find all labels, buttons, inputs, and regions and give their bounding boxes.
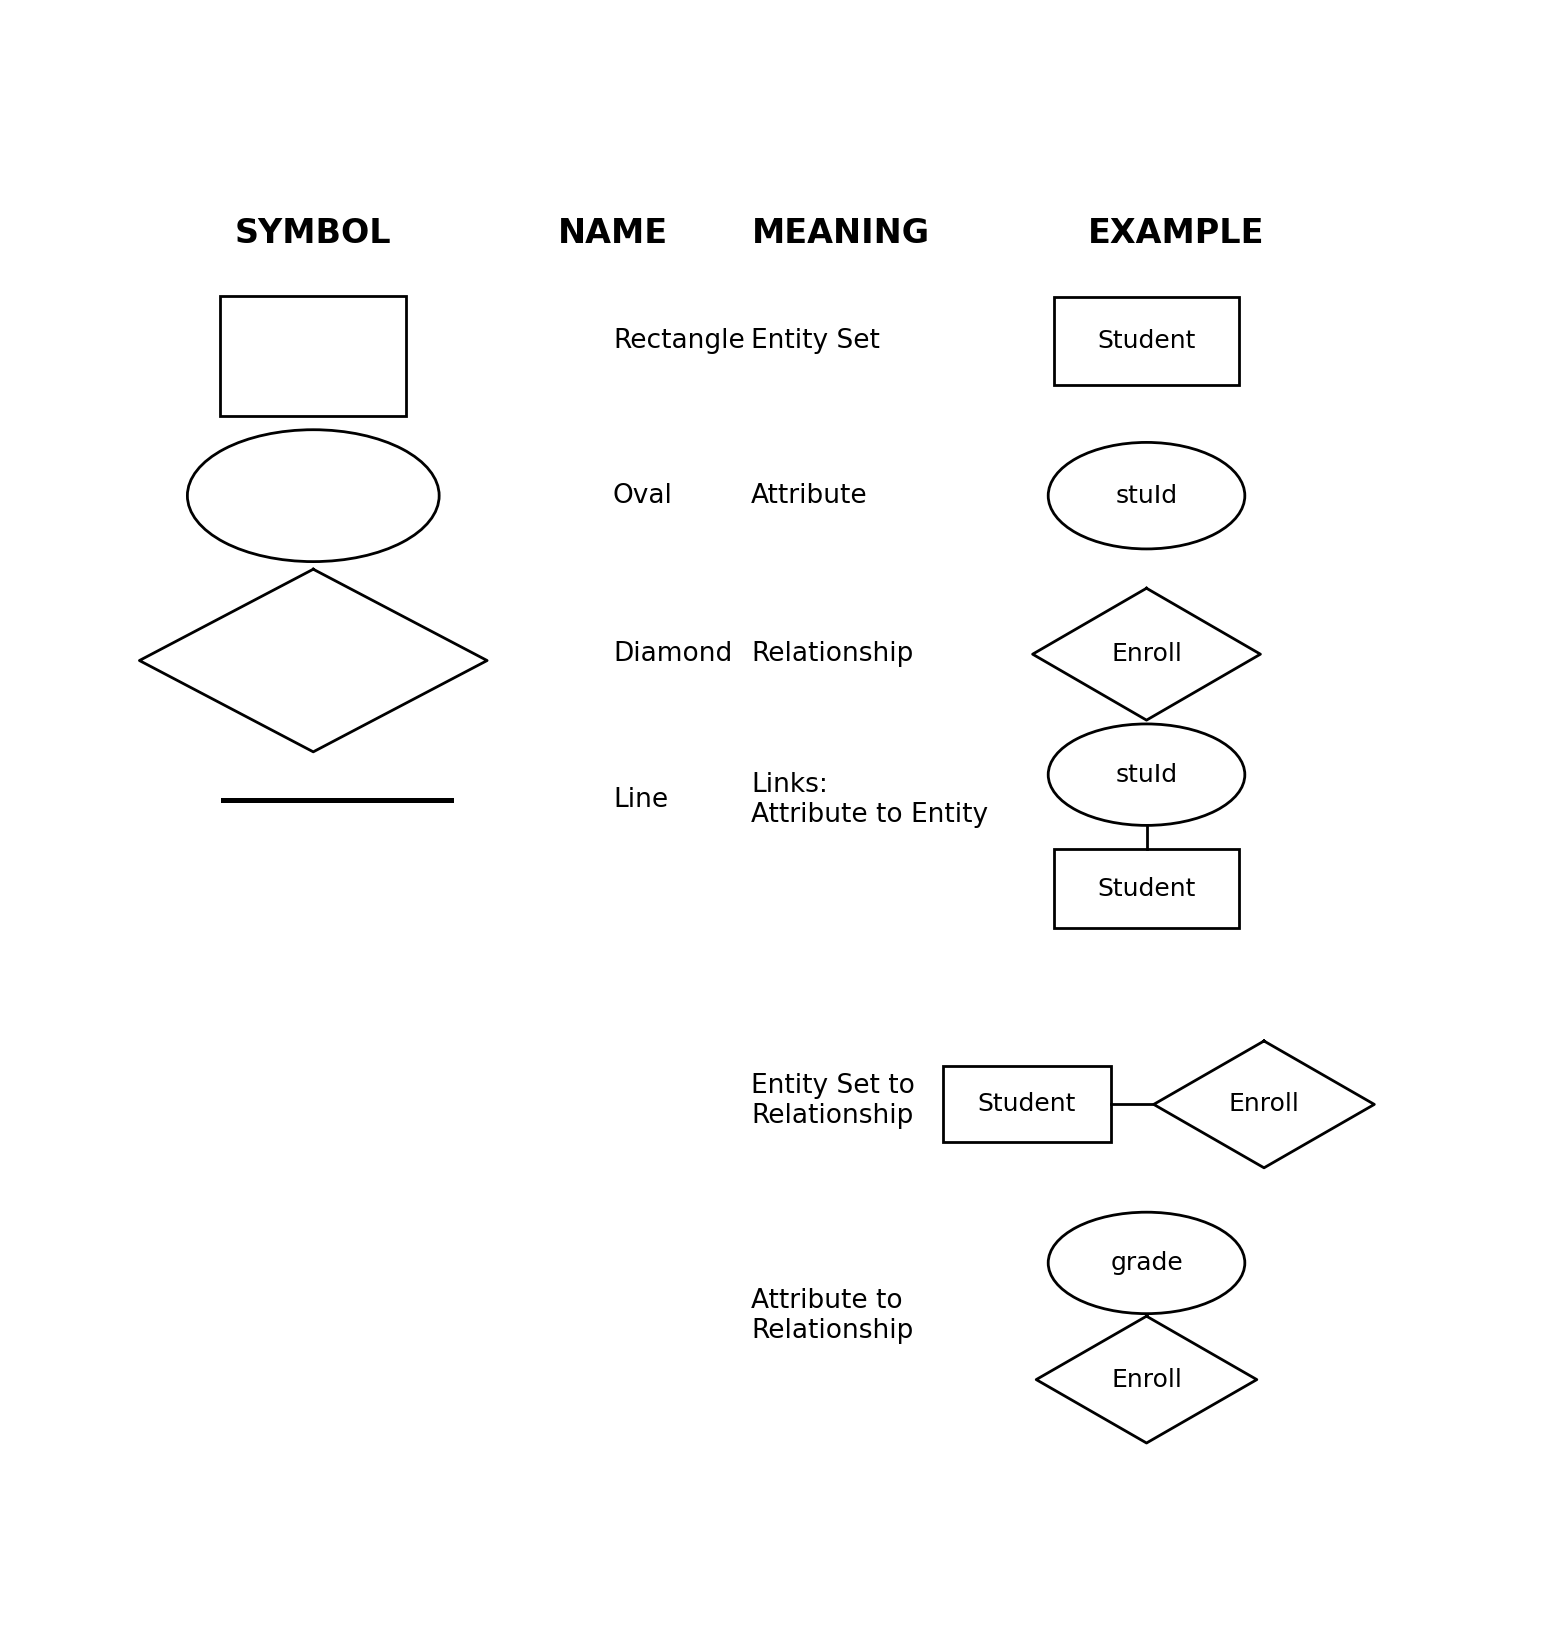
Text: Relationship: Relationship [750,641,913,667]
Text: Line: Line [613,787,668,814]
Text: stuId: stuId [1115,484,1177,507]
Text: stuId: stuId [1115,763,1177,787]
Text: Entity Set to
Relationship: Entity Set to Relationship [750,1072,914,1128]
Ellipse shape [1049,1212,1245,1314]
Text: MEANING: MEANING [752,217,930,250]
Text: NAME: NAME [558,217,668,250]
Text: Student: Student [1097,876,1196,901]
Text: Enroll: Enroll [1111,642,1182,665]
FancyBboxPatch shape [1054,850,1239,929]
Text: Diamond: Diamond [613,641,732,667]
Text: Links:
Attribute to Entity: Links: Attribute to Entity [750,772,989,828]
Text: SYMBOL: SYMBOL [235,217,391,250]
Text: Student: Student [1097,329,1196,352]
Text: grade: grade [1111,1252,1183,1275]
Ellipse shape [1049,443,1245,548]
FancyBboxPatch shape [1054,296,1239,385]
FancyBboxPatch shape [942,1066,1111,1143]
Text: Student: Student [978,1092,1075,1117]
Text: Enroll: Enroll [1111,1367,1182,1392]
Text: Attribute to
Relationship: Attribute to Relationship [750,1288,913,1344]
Text: Enroll: Enroll [1228,1092,1299,1117]
Text: Attribute: Attribute [750,483,868,509]
Ellipse shape [187,430,439,562]
FancyBboxPatch shape [220,296,407,417]
Text: Oval: Oval [613,483,673,509]
Ellipse shape [1049,725,1245,825]
Text: EXAMPLE: EXAMPLE [1088,217,1265,250]
Text: Rectangle: Rectangle [613,328,744,354]
Text: Entity Set: Entity Set [750,328,880,354]
